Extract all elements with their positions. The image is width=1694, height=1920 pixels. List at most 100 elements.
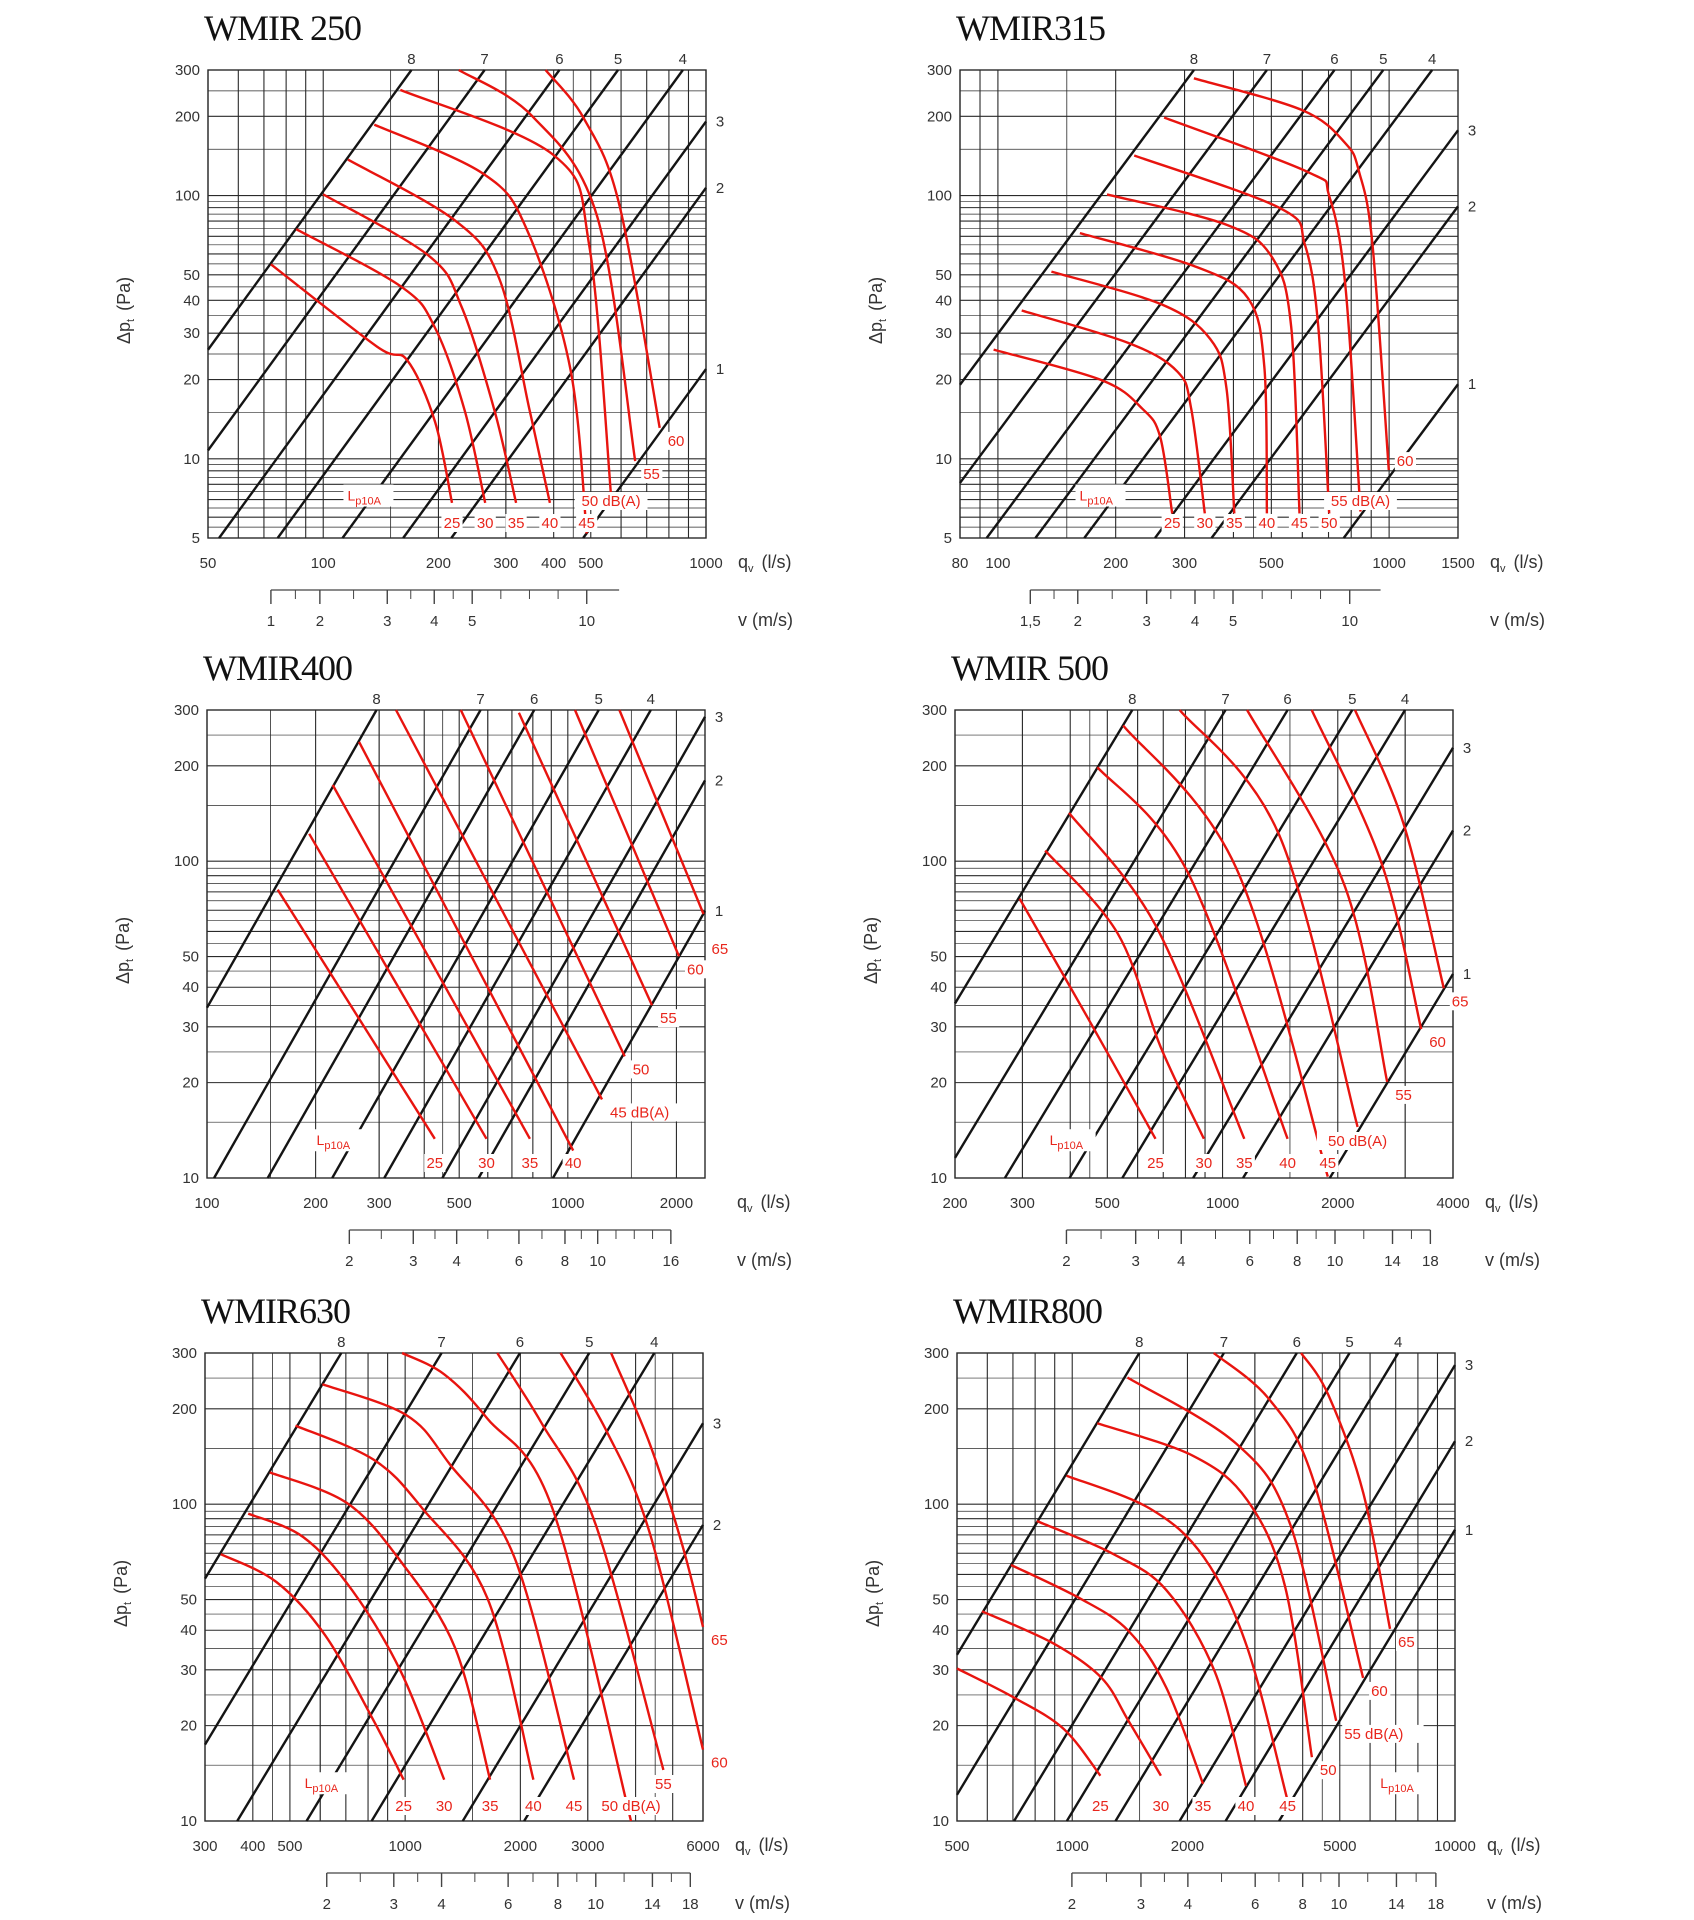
- system-line-label: 7: [1263, 51, 1271, 68]
- system-line-2: [1210, 205, 1459, 539]
- sound-curve-label: 25: [1164, 515, 1181, 532]
- system-line-label: 1: [1463, 966, 1471, 983]
- sound-curve-label: 35: [508, 515, 525, 532]
- y-tick-label: 20: [180, 1718, 197, 1735]
- system-line-3: [461, 1422, 705, 1822]
- sound-curve-55: [496, 1352, 665, 1771]
- x-tick-label: 1000: [388, 1838, 421, 1855]
- sound-curve-label: 65: [711, 1632, 728, 1649]
- y-tick-label: 30: [935, 325, 952, 342]
- y-tick-label: 30: [930, 1019, 947, 1036]
- sound-curve-label: 30: [1196, 1155, 1213, 1172]
- y-tick-label: 10: [180, 1813, 197, 1830]
- sound-label-background: [1288, 514, 1311, 532]
- symbol: L: [1080, 488, 1088, 504]
- unit: (Pa): [866, 277, 886, 311]
- system-line-7: [203, 1352, 443, 1746]
- chart-panel-2: WMIR315 5 10 20 30 40 50 100 200 300 80 100 200 300 50…: [866, 8, 1545, 630]
- sound-curve-label: 45: [1279, 1798, 1296, 1815]
- velocity-axis-label: v (m/s): [735, 1893, 790, 1913]
- sound-curve-50: [1133, 154, 1331, 514]
- symbol: q: [1490, 552, 1500, 572]
- subscript: p10A: [1388, 1783, 1414, 1795]
- sound-curve-label: 60: [711, 1755, 728, 1772]
- y-axis-label: Δpt (Pa): [111, 1560, 134, 1627]
- sound-label-background: [574, 492, 648, 510]
- y-axis-label: Δpt (Pa): [114, 277, 137, 344]
- x-tick-label: 200: [942, 1195, 967, 1212]
- sound-curve-55: [1246, 709, 1389, 1083]
- y-tick-label: 50: [180, 1592, 197, 1609]
- x-tick-label: 1000: [1206, 1195, 1239, 1212]
- velocity-tick-label: 8: [1293, 1253, 1301, 1270]
- x-tick-label: 1000: [551, 1195, 584, 1212]
- sound-curve-50: [1096, 1422, 1314, 1758]
- sound-curve-label: 35: [1236, 1155, 1253, 1172]
- sound-label-background: [1193, 1154, 1215, 1172]
- sound-level-annotation: Lp10A: [305, 1775, 339, 1795]
- system-line-label: 3: [716, 114, 724, 131]
- velocity-tick-label: 10: [1341, 613, 1358, 630]
- chart-panel-1: WMIR 250 5 10 20 30 40 50 100 200 300 50 100 200 300 4…: [114, 8, 793, 630]
- sound-curve-label: 35: [1195, 1798, 1212, 1815]
- sound-label-background: [393, 1797, 415, 1815]
- sound-label-background: [576, 514, 598, 532]
- sound-curve-40: [1096, 766, 1289, 1140]
- sound-curve-60: [573, 709, 681, 957]
- y-tick-label: 10: [932, 1813, 949, 1830]
- sound-curve-label: 25: [444, 515, 461, 532]
- sound-curve-35: [1068, 812, 1246, 1140]
- system-line-6: [236, 1352, 521, 1822]
- velocity-tick-label: 2: [1074, 613, 1082, 630]
- y-tick-label: 50: [932, 1592, 949, 1609]
- system-line-2: [1224, 1440, 1457, 1822]
- y-tick-label: 100: [922, 853, 947, 870]
- y-tick-label: 40: [935, 292, 952, 309]
- system-line-label: 1: [715, 903, 723, 920]
- chart-title: WMIR800: [953, 1291, 1102, 1331]
- x-tick-label: 500: [1095, 1195, 1120, 1212]
- sound-curve-label: 55: [655, 1776, 672, 1793]
- sound-curve-25: [956, 1667, 1102, 1777]
- sound-curve-label: 60: [1371, 1683, 1388, 1700]
- symbol: L: [1050, 1132, 1058, 1148]
- annotation-background: [300, 1772, 351, 1795]
- system-line-label: 7: [437, 1334, 445, 1351]
- y-tick-label: 100: [172, 1496, 197, 1513]
- x-tick-label: 2000: [1321, 1195, 1354, 1212]
- x-tick-label: 1500: [1441, 555, 1474, 572]
- velocity-tick-label: 2: [316, 613, 324, 630]
- sound-curve-45: [321, 1383, 576, 1781]
- sound-curve-label: 60: [687, 961, 704, 978]
- sound-curve-label: 65: [1398, 1634, 1415, 1651]
- subscript: p10A: [1057, 1140, 1083, 1152]
- symbol: Δp: [861, 962, 881, 984]
- sound-curve-40: [1036, 1519, 1248, 1787]
- system-line-label: 8: [337, 1334, 345, 1351]
- system-line-2: [523, 1524, 705, 1822]
- sound-curve-35: [331, 784, 531, 1140]
- x-tick-label: 5000: [1323, 1838, 1356, 1855]
- system-line-label: 4: [1394, 1334, 1402, 1351]
- system-line-3: [1178, 1364, 1457, 1822]
- velocity-tick-label: 4: [430, 613, 438, 630]
- sound-curve-label: 35: [1226, 515, 1243, 532]
- sound-curve-50: [401, 1351, 633, 1822]
- y-tick-label: 30: [932, 1662, 949, 1679]
- system-line-label: 8: [1135, 1334, 1143, 1351]
- sound-curve-30: [295, 228, 487, 504]
- sound-curve-label: 35: [482, 1798, 499, 1815]
- sound-curve-35: [322, 193, 518, 504]
- sound-curve-65: [1353, 709, 1445, 989]
- sound-label-background: [433, 1797, 455, 1815]
- velocity-tick-label: 14: [1384, 1253, 1401, 1270]
- sound-label-background: [1317, 1761, 1340, 1780]
- system-line-label: 3: [715, 709, 723, 726]
- sound-label-background: [1427, 1033, 1449, 1052]
- sound-label-background: [1318, 514, 1340, 532]
- system-line-label: 5: [614, 51, 622, 68]
- system-line-7: [213, 709, 482, 1179]
- sound-label-background: [1277, 1154, 1299, 1172]
- sound-label-background: [1223, 514, 1245, 532]
- subscript: t: [125, 319, 137, 322]
